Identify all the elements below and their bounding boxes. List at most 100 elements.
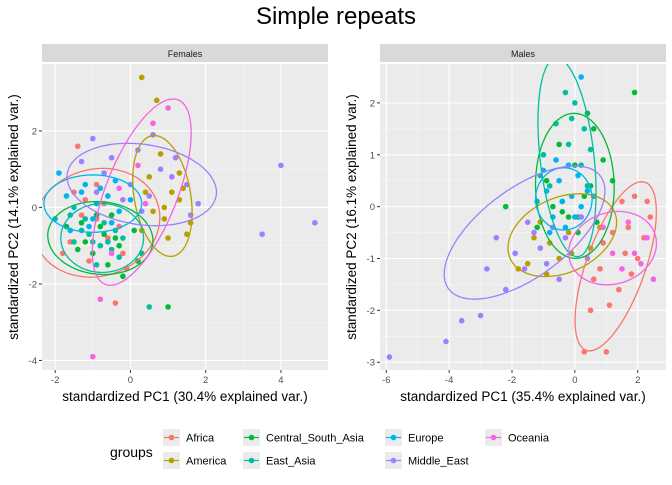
legend-item: East_Asia (243, 452, 316, 469)
data-point (578, 203, 584, 210)
legend-dot (168, 434, 175, 441)
y-tick-label: -3 (367, 358, 375, 369)
data-point (195, 200, 201, 207)
data-point (562, 224, 569, 231)
group-ellipse (132, 134, 193, 258)
data-point (631, 193, 638, 200)
data-point (556, 141, 562, 148)
y-axis-label: standardized PC2 (14.1% explained var.) (6, 94, 21, 339)
data-point (546, 183, 553, 189)
data-point (644, 234, 650, 241)
data-point (108, 246, 115, 253)
data-point (556, 276, 562, 283)
group-ellipse (507, 193, 618, 278)
data-point (578, 214, 584, 220)
data-point (606, 302, 613, 308)
data-point (534, 224, 540, 231)
data-point (161, 204, 168, 211)
data-point (146, 174, 153, 180)
x-tick-label: -2 (508, 375, 516, 386)
legend-dot (168, 457, 175, 464)
data-point (146, 304, 153, 310)
data-point (82, 196, 89, 203)
data-point (120, 196, 126, 203)
data-point (116, 242, 122, 249)
data-point (638, 260, 644, 267)
data-point (543, 260, 550, 267)
legend-label: East_Asia (266, 456, 316, 468)
data-point (150, 131, 156, 138)
legend-dot (390, 434, 397, 441)
data-point (78, 158, 85, 165)
data-point (531, 229, 537, 236)
data-point (581, 126, 588, 132)
x-axis-label: standardized PC1 (35.4% explained var.) (400, 389, 645, 404)
data-point (512, 250, 518, 257)
legend-title: groups (110, 444, 153, 460)
data-point (565, 214, 572, 220)
data-point (120, 235, 126, 241)
data-point (105, 193, 111, 199)
y-tick-label: 2 (370, 98, 375, 109)
data-point (71, 239, 77, 245)
facet-label: Females (168, 49, 203, 59)
data-point (108, 212, 115, 218)
data-point (259, 231, 265, 238)
data-point (169, 174, 175, 180)
data-point (165, 235, 171, 241)
data-point (572, 100, 578, 106)
data-point (176, 170, 183, 176)
panel-background (42, 64, 328, 370)
data-point (622, 250, 628, 257)
data-point (609, 250, 616, 257)
data-point (572, 162, 578, 168)
x-tick-label: 2 (635, 375, 640, 386)
data-point (634, 255, 641, 262)
group-ellipse (43, 174, 143, 233)
data-point (559, 209, 566, 215)
legend-dot (248, 434, 255, 441)
data-point (131, 227, 137, 234)
legend-item: Middle_East (385, 452, 469, 469)
chart-panels: Females -2 0 2 4 -4 -2 0 2 standardized PC1 (30.4… (6, 44, 666, 404)
legend-label: Middle_East (408, 456, 469, 468)
data-point (108, 154, 115, 161)
data-point (521, 266, 528, 272)
data-point (644, 198, 650, 205)
data-point (116, 185, 122, 192)
data-point (562, 234, 569, 241)
data-point (524, 260, 531, 267)
data-point (568, 115, 575, 122)
data-point (157, 151, 164, 157)
data-point (112, 235, 119, 241)
data-point (135, 162, 141, 169)
group-ellipse (66, 142, 218, 227)
data-point (101, 170, 107, 176)
legend-item: Central_South_Asia (243, 429, 365, 446)
data-point (105, 239, 111, 245)
data-point (116, 254, 122, 260)
data-point (127, 196, 134, 203)
data-point (146, 193, 153, 199)
data-point (597, 266, 603, 272)
data-point (531, 234, 537, 241)
data-point (550, 203, 556, 210)
data-point (97, 223, 104, 230)
group-ellipse (537, 64, 597, 258)
chart-legend: groups Africa America Central_South_Asia Ea… (110, 429, 550, 469)
y-axis-label: standardized PC2 (16.1% explained var.) (344, 94, 359, 339)
data-point (278, 162, 284, 169)
data-point (161, 216, 168, 222)
data-point (105, 262, 111, 268)
data-point (120, 250, 126, 257)
data-point (56, 170, 62, 176)
x-tick-label: -2 (51, 375, 59, 386)
data-point (502, 203, 509, 210)
legend-item: Oceania (485, 429, 550, 446)
data-point (477, 312, 484, 319)
data-point (82, 239, 89, 245)
data-point (165, 105, 171, 111)
data-point (82, 216, 89, 222)
data-point (647, 214, 654, 220)
data-point (63, 193, 70, 199)
